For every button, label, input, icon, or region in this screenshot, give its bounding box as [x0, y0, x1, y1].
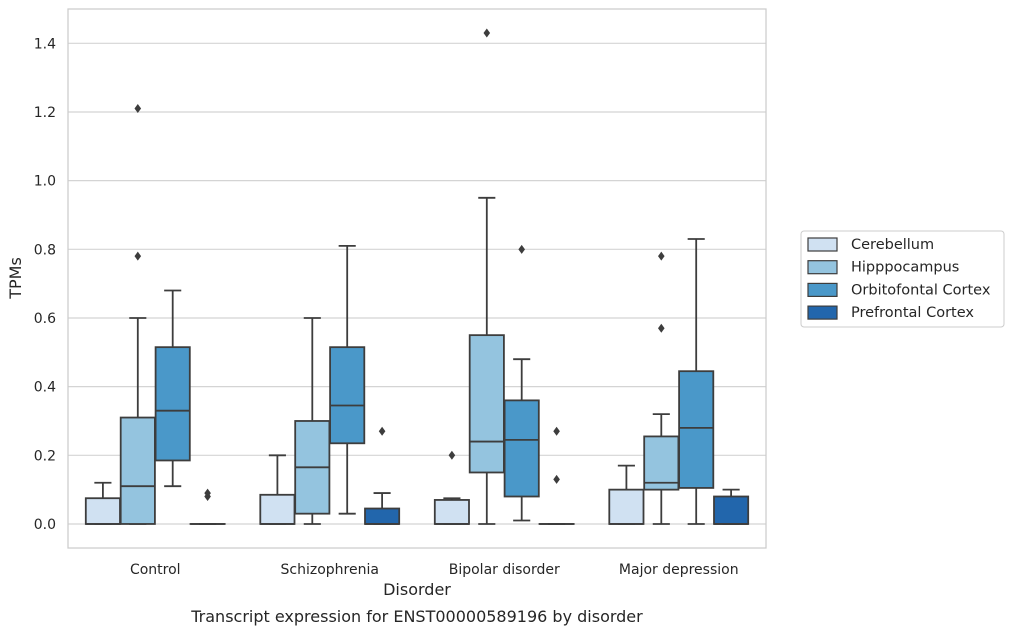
- legend-swatch: [807, 260, 838, 275]
- box-group: [608, 464, 645, 525]
- legend-swatch: [807, 237, 838, 252]
- box-group: [538, 426, 575, 525]
- box-iqr: [329, 346, 366, 445]
- y-tick-label: 0.8: [34, 242, 56, 258]
- box-iqr: [503, 399, 540, 498]
- legend-items: Cerebellum Hipppocampus Orbitofontal Corte…: [807, 237, 991, 321]
- outlier-point: [204, 488, 211, 498]
- box-iqr: [433, 499, 470, 525]
- x-axis-label: Disorder: [383, 580, 451, 599]
- outlier-point: [483, 28, 491, 38]
- x-tick-label: Schizophrenia: [281, 562, 379, 578]
- box-group: [643, 251, 680, 525]
- box-iqr: [713, 495, 750, 525]
- box-group: [294, 317, 331, 525]
- y-axis-label: TPMs: [6, 257, 25, 300]
- box-marks: [84, 28, 750, 525]
- legend-label: Cerebellum: [851, 237, 934, 253]
- box-iqr: [259, 493, 296, 525]
- box-iqr: [119, 416, 156, 525]
- x-tick-label: Control: [130, 562, 181, 578]
- legend-swatch: [807, 282, 838, 297]
- legend-label: Prefrontal Cortex: [851, 305, 974, 321]
- outlier-point: [553, 474, 560, 484]
- box-iqr: [643, 435, 680, 491]
- x-tick-label: Bipolar disorder: [449, 562, 560, 578]
- box-group: [713, 488, 750, 525]
- outlier-point: [448, 450, 456, 460]
- legend-swatch: [807, 305, 838, 320]
- box-group: [329, 244, 366, 515]
- box-group: [364, 426, 401, 525]
- outlier-point: [553, 426, 560, 436]
- box-group: [84, 481, 121, 525]
- y-tick-label: 1.2: [34, 105, 56, 121]
- legend-label: Hipppocampus: [851, 260, 959, 276]
- box-iqr: [468, 334, 505, 474]
- outlier-point: [518, 244, 525, 254]
- legend-label: Orbitofontal Cortex: [851, 282, 991, 298]
- y-tick-label: 1.4: [34, 36, 56, 52]
- outlier-point: [134, 104, 142, 114]
- box-iqr: [608, 488, 645, 525]
- box-group: [433, 450, 470, 525]
- outlier-point: [134, 251, 142, 261]
- y-tick-labels: 0.0 0.2 0.4 0.6 0.8 1.0 1.2 1.4: [34, 36, 56, 533]
- legend-frame: [800, 230, 1005, 328]
- y-tick-label: 0.2: [34, 448, 56, 464]
- box-group: [119, 104, 156, 525]
- legend: Cerebellum Hipppocampus Orbitofontal Corte…: [800, 230, 1005, 328]
- y-tick-label: 1.0: [34, 174, 56, 190]
- chart-caption: Transcript expression for ENST0000058919…: [190, 607, 643, 626]
- y-tick-label: 0.6: [34, 311, 56, 327]
- box-group: [259, 454, 296, 525]
- box-group: [678, 238, 715, 525]
- box-group: [468, 28, 505, 525]
- x-tick-label: Major depression: [619, 562, 739, 578]
- outlier-point: [658, 251, 665, 261]
- y-tick-label: 0.0: [34, 517, 56, 533]
- box-iqr: [154, 346, 191, 462]
- box-iqr: [364, 507, 401, 525]
- box-group: [503, 244, 540, 522]
- box-group: [154, 289, 191, 488]
- box-iqr: [84, 497, 121, 525]
- box-group: [189, 488, 226, 525]
- outlier-point: [658, 323, 665, 333]
- box-iqr: [678, 370, 715, 489]
- plot-area-frame: [67, 8, 767, 549]
- x-tick-labels: Control Schizophrenia Bipolar disorder Majo…: [130, 562, 739, 578]
- outlier-point: [378, 426, 386, 436]
- y-tick-label: 0.4: [34, 380, 56, 396]
